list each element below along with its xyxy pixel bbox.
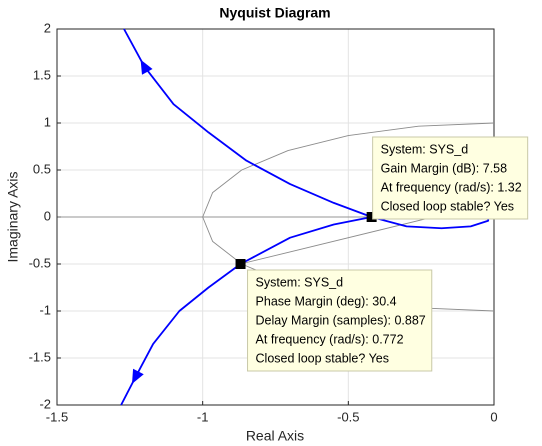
- y-tick-label: 1.5: [33, 67, 51, 82]
- x-tick-label: -1.5: [46, 409, 68, 424]
- data-tip: System: SYS_d Phase Margin (deg): 30.4 Del…: [247, 269, 433, 372]
- data-tip-marker: [235, 259, 246, 269]
- chart-title: Nyquist Diagram: [219, 5, 330, 21]
- y-tick-label: 2: [44, 20, 51, 35]
- data-tip-text: Delay Margin (samples): 0.887: [256, 313, 426, 327]
- x-axis-label: Real Axis: [246, 428, 304, 444]
- y-tick-label: -1.5: [29, 349, 51, 364]
- data-tip-text: At frequency (rad/s): 1.32: [381, 180, 522, 194]
- data-tip-text: System: SYS_d: [256, 275, 344, 289]
- data-tip: System: SYS_d Gain Margin (dB): 7.58 At fr…: [372, 136, 529, 220]
- data-tip-box: [247, 269, 433, 372]
- x-tick-label: -1: [197, 409, 209, 424]
- y-tick-label: -2: [39, 396, 51, 411]
- data-tip-text: Closed loop stable? Yes: [256, 351, 389, 365]
- y-tick-label: -1: [39, 302, 51, 317]
- data-tip-text: Gain Margin (dB): 7.58: [381, 161, 507, 175]
- data-tip-text: Phase Margin (deg): 30.4: [256, 294, 397, 308]
- y-tick-label: 0.5: [33, 161, 51, 176]
- y-axis-label: Imaginary Axis: [5, 171, 21, 262]
- data-tip-marker: [366, 212, 377, 222]
- data-tip-box: [372, 136, 529, 220]
- data-tip-text: System: SYS_d: [381, 142, 469, 156]
- data-tip-text: At frequency (rad/s): 0.772: [256, 332, 404, 346]
- x-tick-label: -0.5: [337, 409, 359, 424]
- direction-arrow: [131, 368, 144, 384]
- y-tick-label: 1: [44, 114, 51, 129]
- y-tick-label: -0.5: [29, 255, 51, 270]
- y-tick-label: 0: [44, 208, 51, 223]
- x-tick-label: 0: [490, 409, 497, 424]
- data-tip-text: Closed loop stable? Yes: [381, 199, 514, 213]
- direction-arrow: [140, 59, 153, 75]
